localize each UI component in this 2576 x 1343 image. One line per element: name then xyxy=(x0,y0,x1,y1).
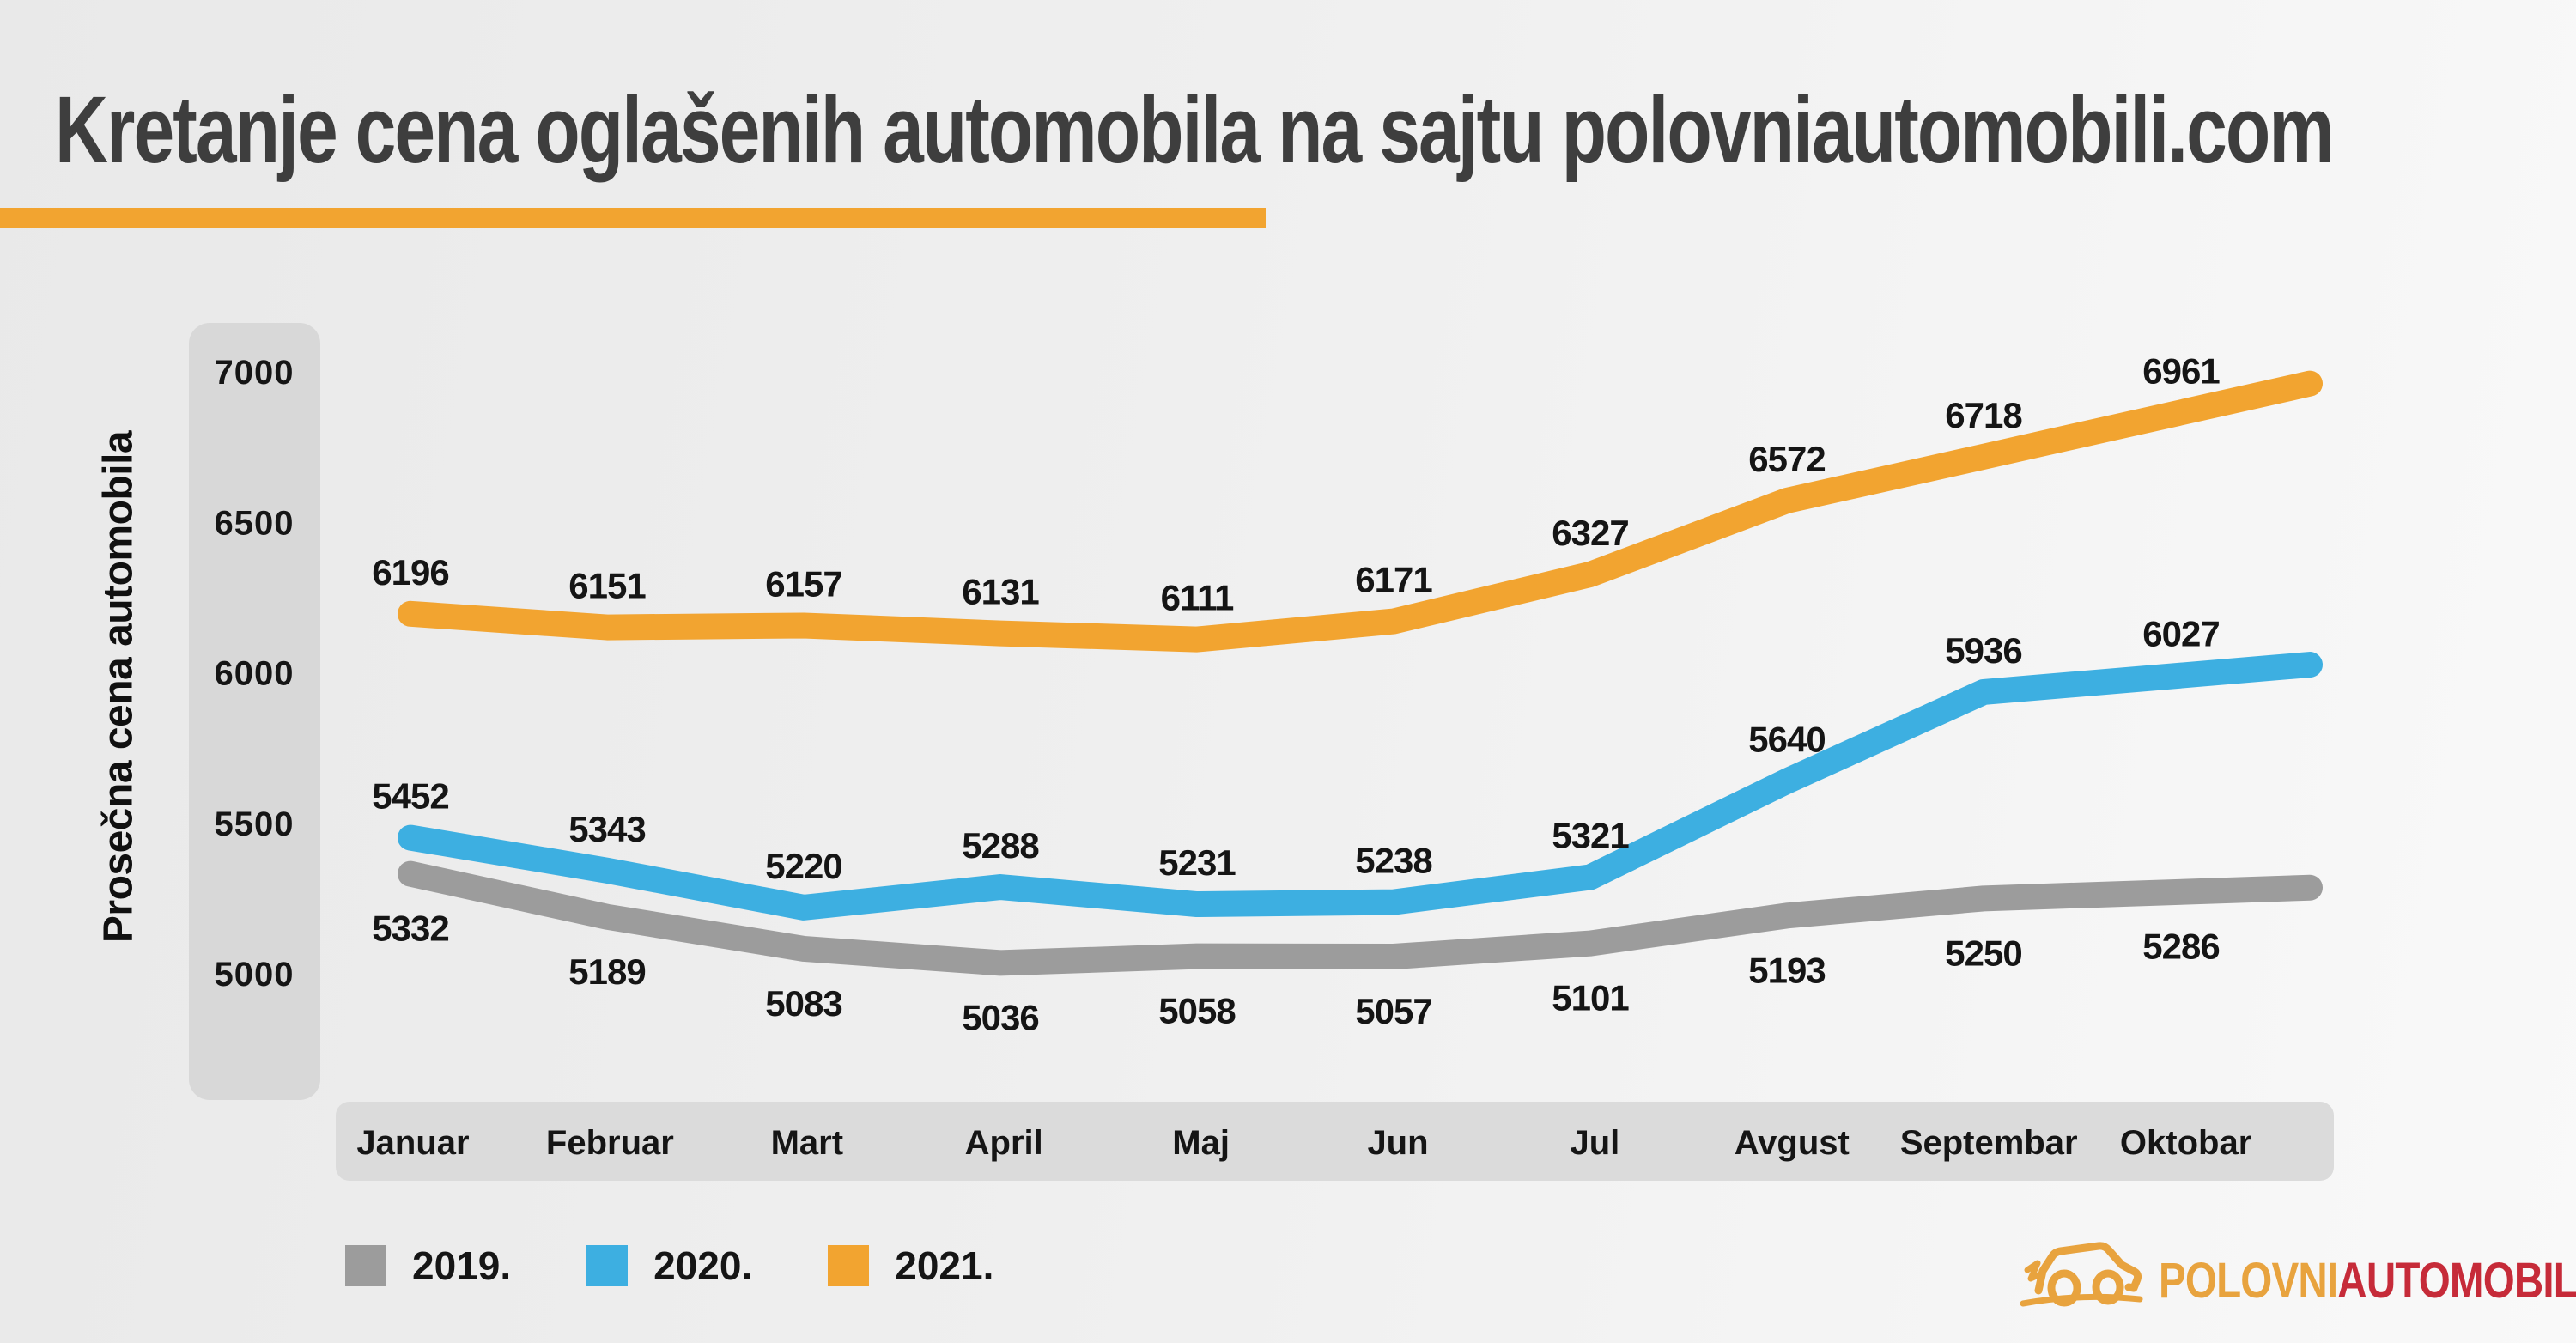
month-label-septembar: Septembar xyxy=(1900,1124,2078,1162)
car-ground-stroke xyxy=(2020,1293,2143,1306)
point-label-2019-jul: 5101 xyxy=(1552,978,1629,1018)
point-label-2021-januar: 6196 xyxy=(372,552,448,592)
legend-label-2019: 2019. xyxy=(412,1243,512,1288)
y-tick-7000: 7000 xyxy=(215,354,295,392)
month-label-mart: Mart xyxy=(771,1124,843,1162)
legend-swatch-2021 xyxy=(828,1245,870,1286)
title-underline xyxy=(0,208,1266,228)
logo-text-automobili: AUTOMOBILI xyxy=(2337,1253,2576,1309)
month-label-oktobar: Oktobar xyxy=(2120,1124,2251,1162)
point-label-2021-april: 6131 xyxy=(962,572,1039,612)
point-label-2021-oktobar: 6961 xyxy=(2142,350,2220,391)
legend-item-2021: 2021. xyxy=(828,1243,993,1289)
car-body-stroke xyxy=(2034,1241,2142,1294)
line-2021 xyxy=(398,370,2323,653)
legend-swatch-2019 xyxy=(345,1245,386,1286)
legend-item-2020: 2020. xyxy=(586,1243,752,1289)
legend-label-2021: 2021. xyxy=(895,1243,994,1288)
point-label-2020-oktobar: 6027 xyxy=(2142,614,2219,654)
x-axis-band xyxy=(336,1102,2334,1181)
point-label-2020-jul: 5321 xyxy=(1552,815,1629,855)
point-label-2020-februar: 5343 xyxy=(568,809,645,849)
point-label-2020-april: 5288 xyxy=(962,825,1039,866)
month-label-januar: Januar xyxy=(356,1124,469,1162)
point-label-2019-april: 5036 xyxy=(962,997,1038,1037)
point-label-2019-februar: 5189 xyxy=(568,951,645,992)
point-label-2021-jun: 6171 xyxy=(1355,560,1432,600)
y-axis-tick-box xyxy=(189,323,320,1100)
car-icon xyxy=(2020,1241,2143,1306)
point-label-2019-jun: 5057 xyxy=(1355,991,1431,1031)
y-tick-5000: 5000 xyxy=(215,956,295,994)
legend-swatch-2020 xyxy=(586,1245,629,1286)
point-label-2021-avgust: 6572 xyxy=(1748,439,1825,479)
legend-label-2020: 2020. xyxy=(653,1243,753,1288)
y-tick-6000: 6000 xyxy=(215,655,295,693)
point-label-2019-maj: 5058 xyxy=(1158,991,1236,1031)
month-label-jul: Jul xyxy=(1571,1124,1620,1162)
point-label-2021-mart: 6157 xyxy=(765,563,841,604)
line-2019 xyxy=(398,860,2323,976)
car-rear-wheel xyxy=(2047,1269,2081,1306)
month-label-avgust: Avgust xyxy=(1735,1124,1850,1162)
y-tick-6500: 6500 xyxy=(215,504,295,542)
point-label-2019-septembar: 5250 xyxy=(1945,933,2021,973)
site-logo: POLOVNIAUTOMOBILI xyxy=(2020,1233,2576,1310)
page-title: Kretanje cena oglašenih automobila na sa… xyxy=(55,77,2335,183)
point-label-2020-jun: 5238 xyxy=(1355,841,1432,881)
month-label-april: April xyxy=(965,1124,1043,1162)
legend-item-2019: 2019. xyxy=(345,1243,511,1289)
legend: 2019. 2020. 2021. xyxy=(345,1243,993,1289)
car-front-wheel xyxy=(2092,1269,2124,1304)
point-label-2021-jul: 6327 xyxy=(1552,513,1628,553)
line-2020 xyxy=(398,652,2323,921)
point-label-2019-avgust: 5193 xyxy=(1748,950,1825,990)
point-label-2020-septembar: 5936 xyxy=(1945,630,2021,671)
point-label-2019-mart: 5083 xyxy=(765,983,841,1024)
point-label-2021-februar: 6151 xyxy=(568,566,646,606)
point-label-2020-maj: 5231 xyxy=(1158,842,1236,883)
y-tick-5500: 5500 xyxy=(215,805,295,843)
point-label-2020-januar: 5452 xyxy=(372,776,448,817)
month-label-februar: Februar xyxy=(546,1124,674,1162)
point-label-2021-maj: 6111 xyxy=(1161,578,1234,618)
point-label-2019-januar: 5332 xyxy=(372,908,448,949)
point-label-2019-oktobar: 5286 xyxy=(2142,927,2219,967)
car-spark-stroke xyxy=(2024,1260,2044,1281)
month-label-jun: Jun xyxy=(1367,1124,1428,1162)
point-label-2020-mart: 5220 xyxy=(765,846,841,886)
point-label-2020-avgust: 5640 xyxy=(1748,720,1825,760)
logo-text-polovni: POLOVNI xyxy=(2159,1253,2338,1309)
month-label-maj: Maj xyxy=(1172,1124,1230,1162)
point-label-2021-septembar: 6718 xyxy=(1945,395,2022,435)
logo-text: POLOVNIAUTOMOBILI xyxy=(2159,1252,2576,1310)
